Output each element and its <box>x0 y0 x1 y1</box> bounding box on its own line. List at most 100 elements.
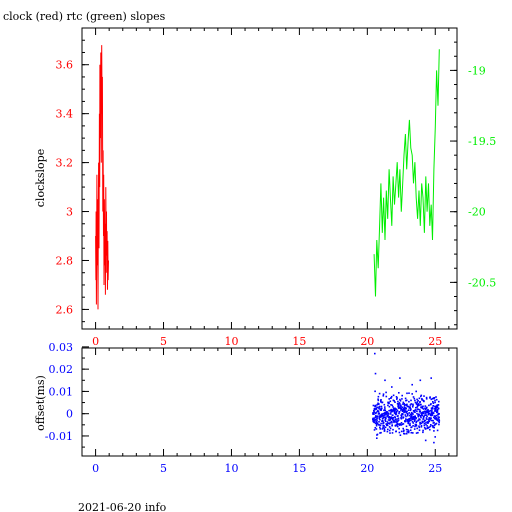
offset-point <box>388 409 390 412</box>
offset-point <box>389 427 392 430</box>
offset-point <box>417 415 420 418</box>
offset-point <box>425 422 427 424</box>
offset-point <box>392 428 394 431</box>
offset-point <box>409 429 412 431</box>
offset-point <box>396 420 398 422</box>
offset-point <box>399 402 401 405</box>
offset-x-axis-ticks: 0 5 10 15 20 25 <box>81 348 450 475</box>
offset-outlier-point <box>399 377 401 379</box>
offset-point <box>432 426 434 429</box>
offset-point <box>417 399 419 402</box>
offset-point <box>434 405 436 408</box>
offset-point <box>404 420 407 423</box>
offset-point <box>388 429 391 432</box>
offset-point <box>395 410 398 413</box>
bot-x-tick-label: 0 <box>92 462 99 475</box>
offset-point <box>430 419 432 422</box>
offset-point <box>379 415 382 418</box>
offset-point <box>386 415 388 418</box>
offset-point <box>436 429 439 432</box>
offset-point <box>433 416 435 419</box>
offset-point <box>386 424 389 427</box>
offset-point <box>412 425 414 427</box>
top-x-tick-label: 25 <box>428 335 442 348</box>
top-yleft-tick-label: 3.4 <box>56 108 74 121</box>
offset-point <box>404 397 407 400</box>
offset-point <box>414 419 416 421</box>
offset-point <box>383 414 385 417</box>
offset-point <box>382 426 384 429</box>
offset-point <box>425 396 428 399</box>
offset-point <box>394 420 396 423</box>
offset-point <box>384 416 387 419</box>
offset-point <box>381 407 383 410</box>
offset-point <box>378 412 380 415</box>
offset-point <box>426 410 429 412</box>
offset-point <box>425 410 427 413</box>
offset-point <box>375 428 378 430</box>
offset-point <box>387 419 390 421</box>
offset-point <box>396 425 399 428</box>
offset-point <box>389 413 392 415</box>
offset-point <box>421 407 424 409</box>
offset-point <box>434 409 437 411</box>
offset-point <box>397 420 399 423</box>
offset-point <box>382 420 384 423</box>
offset-point <box>389 432 391 434</box>
offset-point <box>398 424 401 426</box>
offset-point <box>431 419 433 422</box>
offset-point <box>410 403 412 405</box>
offset-point <box>388 405 391 408</box>
offset-point <box>429 418 431 420</box>
offset-point <box>398 407 400 409</box>
offset-point <box>390 417 393 420</box>
offset-point <box>438 423 440 426</box>
offset-point <box>400 424 402 426</box>
offset-point <box>437 407 440 410</box>
offset-point <box>421 398 423 400</box>
offset-point <box>427 419 430 421</box>
offset-point <box>433 424 436 427</box>
offset-point <box>388 398 390 400</box>
offset-point <box>407 409 410 411</box>
offset-point <box>375 407 378 409</box>
offset-point <box>377 411 380 413</box>
offset-point <box>416 408 419 410</box>
offset-point <box>438 416 440 419</box>
offset-point <box>399 400 402 402</box>
offset-point <box>406 403 408 406</box>
offset-point <box>410 426 413 428</box>
offset-point <box>413 420 416 422</box>
offset-point <box>381 401 384 404</box>
offset-point <box>406 419 409 421</box>
offset-point <box>379 418 381 421</box>
offset-point <box>409 413 412 416</box>
offset-point <box>395 408 398 411</box>
offset-point <box>403 406 406 409</box>
offset-point <box>396 397 398 399</box>
offset-point <box>419 414 422 417</box>
offset-point <box>391 432 394 434</box>
series-line-rtc <box>373 49 440 297</box>
offset-point <box>378 406 381 408</box>
offset-point <box>387 413 390 415</box>
offset-point <box>418 397 421 400</box>
offset-point <box>388 401 390 404</box>
bot-x-tick-label: 25 <box>428 462 442 475</box>
offset-point <box>429 417 431 419</box>
top-x-tick-label: 20 <box>360 335 374 348</box>
offset-point <box>409 406 411 408</box>
offset-point <box>395 421 397 424</box>
offset-point <box>400 409 402 411</box>
offset-point <box>394 416 396 419</box>
offset-point <box>430 412 432 414</box>
offset-point <box>429 397 431 399</box>
offset-point <box>434 401 436 404</box>
offset-point <box>430 417 432 419</box>
offset-point <box>389 421 391 424</box>
series-line-clock <box>95 45 109 310</box>
offset-point <box>397 419 400 421</box>
offset-point <box>392 394 395 397</box>
offset-point <box>425 423 427 426</box>
offset-point <box>432 412 435 414</box>
